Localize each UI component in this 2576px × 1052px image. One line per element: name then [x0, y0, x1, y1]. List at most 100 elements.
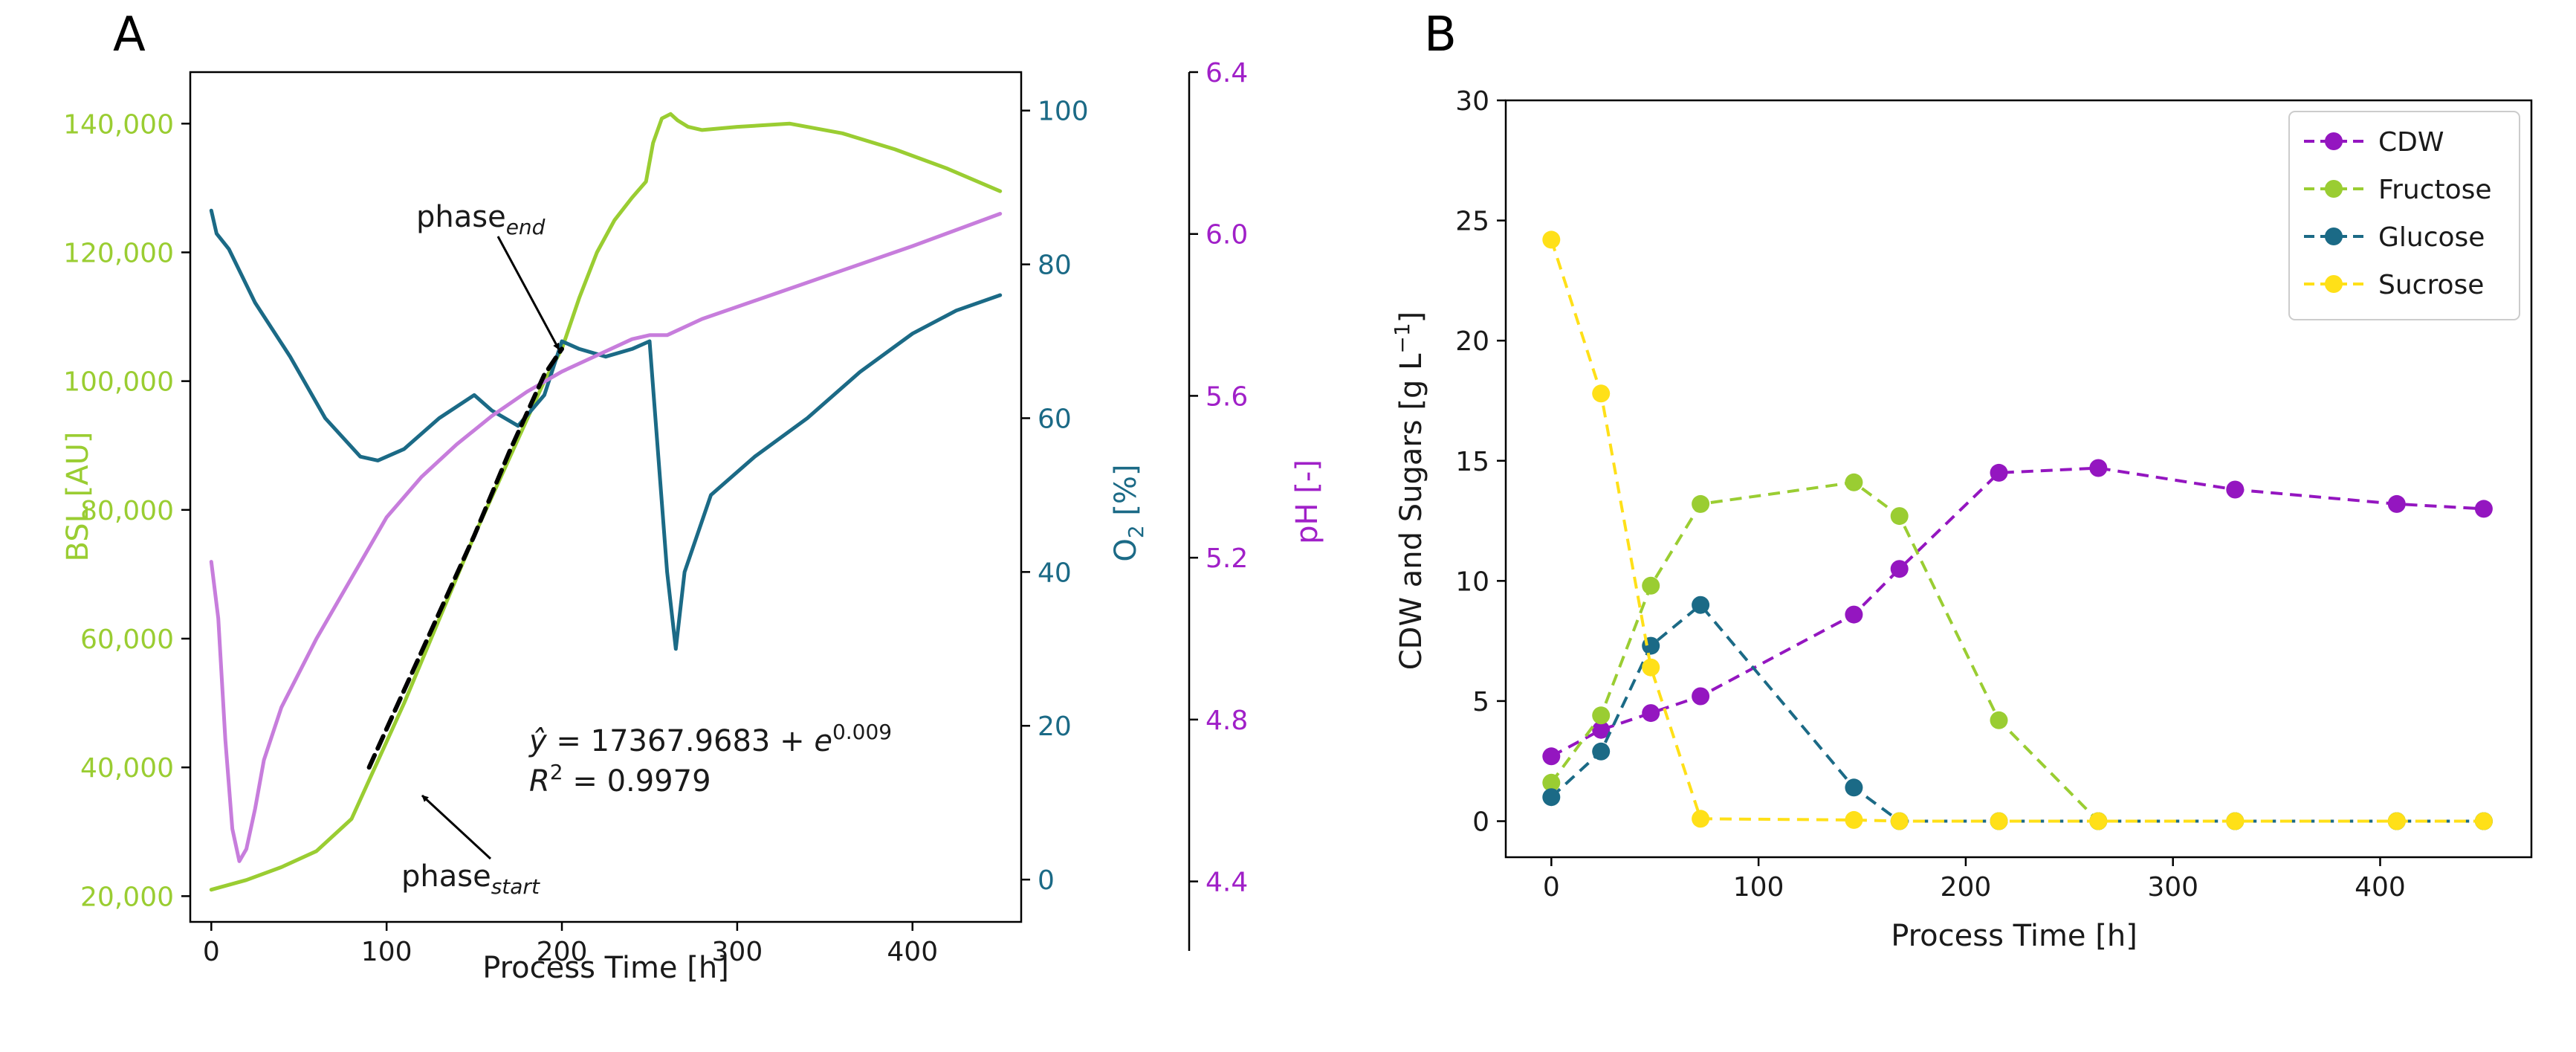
point-sucrose-7 — [2089, 812, 2108, 830]
phase-start-sub: start — [491, 874, 540, 899]
bsl-tick-label-20000: 20,000 — [80, 882, 174, 912]
y-tick-label-b-15: 15 — [1455, 447, 1489, 477]
point-cdw-0 — [1542, 747, 1561, 766]
o2-label-sub: 2 — [1124, 525, 1148, 538]
point-fructose-2 — [1642, 576, 1660, 595]
o2-label-tail: [%] — [1109, 464, 1143, 525]
y-axis-b: 0 5 10 15 20 25 30 — [1455, 86, 1506, 838]
plot-frame-a — [189, 71, 1023, 923]
point-sucrose-3 — [1692, 810, 1710, 828]
point-cdw-4 — [1845, 605, 1863, 624]
x-tick-label-b-400: 400 — [2355, 872, 2406, 903]
ph-tick-label-4: 6.0 — [1206, 220, 1248, 251]
bsl-tick-label-100000: 100,000 — [63, 367, 174, 398]
x-axis-label-b: Process Time [h] — [1891, 919, 2138, 953]
point-fructose-0 — [1542, 773, 1561, 792]
y-tick-label-b-30: 30 — [1455, 86, 1489, 117]
o2-label-main: O — [1109, 538, 1143, 561]
point-sucrose-8 — [2226, 812, 2245, 830]
point-cdw-8 — [2226, 480, 2245, 499]
point-sucrose-1 — [1592, 384, 1611, 403]
legend-label-fructose: Fructose — [2378, 175, 2492, 205]
legend-box — [2288, 111, 2520, 320]
point-fructose-1 — [1592, 706, 1611, 725]
point-sucrose-0 — [1542, 230, 1561, 249]
bsl-tick-label-140000: 140,000 — [63, 109, 174, 140]
series-a-exponential-fit — [366, 346, 564, 770]
point-sucrose-6 — [1990, 812, 2008, 830]
phase-end-sub: end — [506, 215, 546, 239]
point-glucose-3 — [1692, 596, 1710, 614]
ph-tick-label-2: 5.2 — [1206, 543, 1248, 574]
o2-tick-label-40: 40 — [1038, 558, 1072, 588]
x-tick-label-a-200: 200 — [537, 937, 588, 967]
phase-end-base: phase — [416, 200, 506, 234]
x-tick-label-a-100: 100 — [361, 937, 412, 967]
o2-tick-label-80: 80 — [1038, 251, 1072, 281]
x-tick-label-b-300: 300 — [2147, 872, 2198, 903]
r2-sup: 2 — [550, 760, 563, 784]
point-sucrose-2 — [1642, 658, 1660, 677]
y-axis-bsl: 20,000 40,000 60,000 80,000 100,000 120,000 14… — [63, 109, 190, 912]
legend-marker-cdw — [2325, 132, 2343, 150]
r2-r: R — [529, 764, 550, 798]
x-axis-a: 0 100 200 300 400 — [203, 922, 938, 967]
x-axis-b: 0 100 200 300 400 — [1543, 857, 2406, 903]
bsl-tick-label-120000: 120,000 — [63, 238, 174, 268]
point-cdw-5 — [1890, 560, 1909, 578]
panel-a: A 0 100 200 300 400 Process Time [h] 20,000 4… — [61, 7, 1324, 985]
eq-part: = 17367.9683 + — [547, 724, 815, 758]
r2-rest: = 0.9979 — [563, 764, 711, 798]
point-cdw-3 — [1692, 687, 1710, 706]
point-glucose-1 — [1592, 742, 1611, 761]
y-tick-label-b-0: 0 — [1472, 807, 1489, 838]
y-axis-label-ph: pH [-] — [1290, 459, 1324, 544]
point-cdw-2 — [1642, 704, 1660, 723]
phase-start-base: phase — [401, 859, 491, 894]
phase-end-arrow — [496, 236, 560, 350]
panel-a-label: A — [113, 7, 146, 62]
legend-b: CDW Fructose Glucose Sucrose — [2288, 111, 2520, 320]
x-tick-label-b-0: 0 — [1543, 872, 1560, 903]
point-sucrose-5 — [1890, 812, 1909, 830]
panel-b-label: B — [1424, 7, 1457, 62]
point-sucrose-10 — [2474, 812, 2493, 830]
series-a-bsl — [209, 112, 1003, 892]
x-axis-label-a: Process Time [h] — [482, 951, 729, 985]
point-sucrose-4 — [1845, 810, 1863, 829]
phase-start-label: phasestart — [401, 859, 540, 899]
series-group-b — [1542, 230, 2493, 830]
series-b-sucrose-line — [1550, 239, 2484, 823]
legend-marker-fructose — [2325, 180, 2343, 198]
series-a-ph — [209, 212, 1003, 863]
x-tick-label-a-400: 400 — [887, 937, 938, 967]
ph-tick-label-0: 4.4 — [1206, 868, 1248, 898]
y-tick-label-b-5: 5 — [1472, 687, 1489, 717]
point-fructose-4 — [1845, 473, 1863, 491]
bsl-tick-label-80000: 80,000 — [80, 496, 174, 526]
y-tick-label-b-20: 20 — [1455, 326, 1489, 357]
o2-tick-label-20: 20 — [1038, 711, 1072, 742]
bsl-tick-label-40000: 40,000 — [80, 753, 174, 784]
point-cdw-7 — [2089, 459, 2108, 477]
ylabel-b-sup: −1 — [1390, 323, 1414, 353]
bsl-tick-label-60000: 60,000 — [80, 625, 174, 655]
y-axis-label-b: CDW and Sugars [g L−1] — [1390, 312, 1428, 671]
x-tick-label-b-200: 200 — [1941, 872, 1992, 903]
eq-yhat: ŷ — [528, 724, 548, 758]
series-b-fructose-line — [1550, 480, 2484, 823]
y-tick-label-b-10: 10 — [1455, 567, 1489, 597]
y-axis-label-o2: O2 [%] — [1109, 464, 1148, 561]
o2-tick-label-60: 60 — [1038, 404, 1072, 434]
point-cdw-10 — [2474, 500, 2493, 518]
x-tick-label-a-0: 0 — [203, 937, 220, 967]
point-cdw-1 — [1592, 720, 1611, 739]
fit-equation: ŷ = 17367.9683 + e0.009 — [528, 720, 892, 758]
ph-tick-label-5: 6.4 — [1206, 58, 1248, 88]
phase-end-label: phaseend — [416, 200, 546, 239]
x-tick-label-a-300: 300 — [712, 937, 763, 967]
y-axis-label-bsl: BSL [AU] — [61, 432, 95, 562]
y-axis-ph: 4.4 4.8 5.2 5.6 6.0 6.4 — [1189, 58, 1248, 898]
fit-r2: R2 = 0.9979 — [529, 760, 711, 798]
